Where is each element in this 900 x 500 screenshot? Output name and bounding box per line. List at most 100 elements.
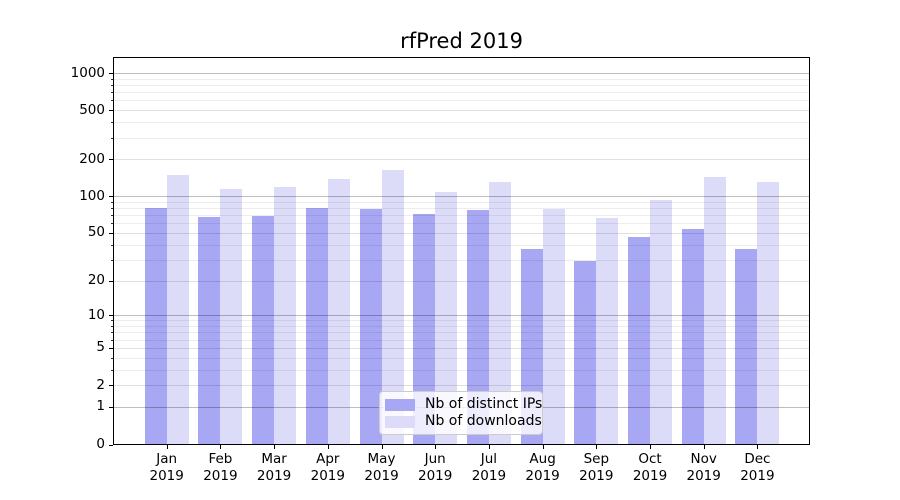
y-tick-label-1: 1 [96, 398, 105, 415]
y-minor-tick-8 [110, 326, 113, 327]
gridline-500 [114, 110, 809, 112]
y-tick-label-500: 500 [79, 101, 105, 118]
gridline-minor-90 [114, 201, 809, 203]
x-tick-label-jul: Jul 2019 [471, 451, 507, 484]
y-tick-1 [109, 407, 113, 408]
y-minor-tick-4 [110, 358, 113, 359]
bar-distinct-ips-sep [574, 261, 597, 444]
gridline-minor-3 [114, 369, 809, 371]
y-tick-label-200: 200 [79, 150, 105, 167]
bar-downloads-jun [435, 192, 458, 444]
x-tick-aug [542, 445, 544, 449]
legend: Nb of distinct IPs Nb of downloads [379, 391, 543, 435]
bar-distinct-ips-nov [681, 228, 704, 444]
gridline-minor-60 [114, 223, 809, 225]
gridline-major-10 [114, 315, 809, 317]
gridline-minor-800 [114, 84, 809, 86]
gridline-minor-80 [114, 208, 809, 210]
bar-downloads-jul [488, 182, 511, 444]
legend-item-distinct-ips: Nb of distinct IPs [385, 397, 542, 412]
y-minor-tick-600 [110, 100, 113, 101]
x-tick-label-feb: Feb 2019 [203, 451, 238, 484]
x-tick-nov [703, 445, 705, 449]
bar-distinct-ips-jul [466, 210, 489, 444]
y-minor-tick-70 [110, 215, 113, 216]
plot-area [113, 57, 810, 445]
gridline-major-1000 [114, 73, 809, 74]
bar-downloads-may [381, 170, 404, 444]
chart-title: rfPred 2019 [400, 29, 523, 53]
legend-swatch-downloads [385, 415, 415, 428]
y-tick-5 [109, 348, 113, 349]
y-minor-tick-700 [110, 92, 113, 93]
bar-downloads-nov [703, 177, 726, 444]
y-tick-label-5: 5 [96, 339, 105, 356]
y-minor-tick-6 [110, 340, 113, 341]
y-tick-label-0: 0 [96, 436, 105, 452]
bar-downloads-oct [650, 200, 672, 444]
x-tick-label-dec: Dec 2019 [740, 451, 775, 484]
gridline-200 [114, 159, 809, 161]
x-tick-dec [757, 445, 759, 449]
x-tick-may [381, 445, 383, 449]
x-tick-jun [435, 445, 437, 449]
y-minor-tick-7 [110, 332, 113, 333]
y-tick-0 [109, 445, 113, 446]
x-tick-feb [220, 445, 222, 449]
y-minor-tick-800 [110, 85, 113, 86]
y-tick-label-100: 100 [79, 187, 105, 204]
bar-distinct-ips-apr [305, 208, 328, 444]
gridline-minor-900 [114, 78, 809, 80]
y-tick-50 [109, 233, 113, 234]
legend-label-downloads: Nb of downloads [425, 413, 542, 429]
gridline-minor-70 [114, 215, 809, 217]
bar-downloads-aug [542, 209, 565, 444]
bar-distinct-ips-oct [628, 237, 650, 444]
bar-distinct-ips-jan [144, 208, 167, 444]
y-tick-2 [109, 385, 113, 386]
x-tick-label-aug: Aug 2019 [525, 451, 560, 484]
y-minor-tick-900 [110, 79, 113, 80]
y-tick-100 [109, 196, 113, 197]
x-tick-label-oct: Oct 2019 [632, 451, 668, 484]
legend-item-downloads: Nb of downloads [385, 414, 542, 429]
bar-downloads-sep [596, 218, 619, 444]
y-tick-20 [109, 281, 113, 282]
y-tick-1000 [109, 73, 113, 74]
x-tick-apr [327, 445, 329, 449]
bar-distinct-ips-feb [198, 216, 221, 444]
y-minor-tick-400 [110, 122, 113, 123]
y-tick-label-50: 50 [87, 224, 105, 241]
bar-downloads-feb [220, 188, 243, 444]
gridline-minor-400 [114, 122, 809, 124]
gridline-2 [114, 385, 809, 386]
gridline-minor-600 [114, 100, 809, 102]
gridline-5 [114, 347, 809, 349]
gridline-minor-300 [114, 137, 809, 139]
y-minor-tick-40 [110, 245, 113, 246]
y-minor-tick-9 [110, 320, 113, 321]
x-tick-mar [274, 445, 276, 449]
y-tick-label-1000: 1000 [70, 64, 105, 81]
gridline-minor-9 [114, 320, 809, 322]
bar-downloads-apr [327, 178, 350, 444]
x-tick-jul [488, 445, 490, 449]
gridline-minor-700 [114, 92, 809, 94]
legend-swatch-distinct-ips [385, 398, 415, 411]
x-tick-label-sep: Sep 2019 [579, 451, 614, 484]
bar-downloads-jan [166, 174, 189, 444]
bar-distinct-ips-dec [735, 248, 758, 444]
bar-downloads-mar [274, 187, 297, 444]
x-tick-label-may: May 2019 [364, 451, 399, 484]
y-tick-label-2: 2 [96, 376, 105, 393]
y-minor-tick-90 [110, 202, 113, 203]
bar-distinct-ips-mar [252, 215, 275, 444]
legend-label-distinct-ips: Nb of distinct IPs [425, 396, 543, 412]
y-tick-10 [109, 315, 113, 316]
gridline-minor-7 [114, 332, 809, 334]
gridline-minor-30 [114, 259, 809, 261]
y-minor-tick-60 [110, 223, 113, 224]
y-minor-tick-30 [110, 260, 113, 261]
y-minor-tick-300 [110, 138, 113, 139]
